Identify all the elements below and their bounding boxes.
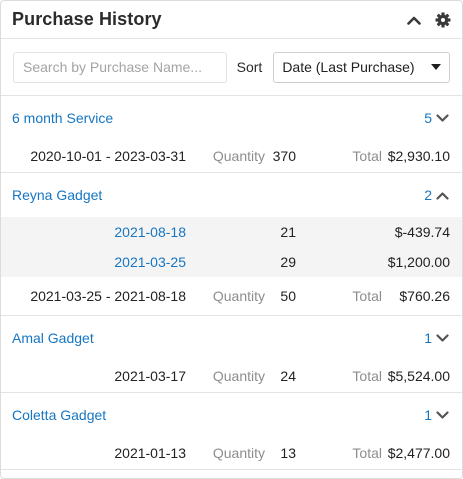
total-value: $2,930.10: [387, 148, 450, 164]
group-header[interactable]: Amal Gadget 1: [1, 316, 462, 360]
purchase-group: Coletta Gadget 1 2021-01-13 Quantity 13 …: [1, 393, 462, 470]
filter-bar: Sort Date (Last Purchase): [1, 39, 462, 96]
group-header[interactable]: Reyna Gadget 2: [1, 173, 462, 217]
chevron-down-icon: [436, 333, 449, 342]
quantity-label: Quantity: [212, 148, 265, 164]
detail-row: 2021-08-18 21 $-439.74: [1, 217, 462, 247]
group-count: 2: [424, 187, 432, 203]
detail-quantity: 29: [280, 254, 296, 270]
chevron-down-icon: [436, 113, 449, 122]
quantity-value: 24: [280, 368, 296, 384]
quantity-value: 13: [280, 445, 296, 461]
quantity-label: Quantity: [212, 368, 265, 384]
detail-date-link[interactable]: 2021-08-18: [114, 224, 186, 240]
group-name-link[interactable]: Amal Gadget: [12, 330, 94, 346]
detail-date-link[interactable]: 2021-03-25: [114, 254, 186, 270]
group-header[interactable]: Coletta Gadget 1: [1, 393, 462, 437]
date-range: 2021-03-17: [114, 368, 186, 384]
group-summary: 2021-01-13 Quantity 13 Total $2,477.00: [1, 437, 462, 469]
total-label: Total: [352, 368, 382, 384]
sort-select[interactable]: Date (Last Purchase): [273, 51, 450, 83]
purchase-details: 2021-08-18 21 $-439.74 2021-03-25 29 $1,…: [1, 217, 462, 277]
quantity-label: Quantity: [212, 445, 265, 461]
panel-title: Purchase History: [12, 9, 162, 29]
purchase-group: 6 month Service 5 2020-10-01 - 2023-03-3…: [1, 96, 462, 173]
group-count: 5: [424, 110, 432, 126]
group-name-link[interactable]: 6 month Service: [12, 110, 114, 126]
detail-row: 2021-03-25 29 $1,200.00: [1, 247, 462, 277]
detail-quantity: 21: [280, 224, 296, 240]
group-summary: 2021-03-25 - 2021-08-18 Quantity 50 Tota…: [1, 277, 462, 315]
date-range: 2020-10-01 - 2023-03-31: [30, 148, 186, 164]
group-toggle[interactable]: 5: [424, 110, 449, 126]
date-range: 2021-01-13: [114, 445, 186, 461]
group-header[interactable]: 6 month Service 5: [1, 96, 462, 140]
sort-label: Sort: [236, 59, 263, 75]
group-count: 1: [424, 330, 432, 346]
quantity-label: Quantity: [212, 288, 265, 304]
total-value: $5,524.00: [387, 368, 450, 384]
chevron-up-icon: [407, 16, 421, 25]
chevron-up-icon: [436, 191, 449, 200]
header-actions: [407, 12, 451, 28]
quantity-value: 50: [280, 288, 296, 304]
detail-total: $-439.74: [394, 224, 450, 240]
group-toggle[interactable]: 2: [424, 187, 449, 203]
total-label: Total: [352, 445, 382, 461]
gear-icon: [435, 12, 451, 27]
group-summary: 2020-10-01 - 2023-03-31 Quantity 370 Tot…: [1, 140, 462, 172]
group-toggle[interactable]: 1: [424, 330, 449, 346]
detail-total: $1,200.00: [387, 254, 450, 270]
group-summary: 2021-03-17 Quantity 24 Total $5,524.00: [1, 360, 462, 392]
chevron-down-icon: [436, 410, 449, 419]
sort-select-value: Date (Last Purchase): [282, 59, 415, 75]
panel-header: Purchase History: [1, 1, 462, 39]
total-value: $760.26: [399, 288, 450, 304]
group-name-link[interactable]: Reyna Gadget: [12, 187, 103, 203]
total-value: $2,477.00: [387, 445, 450, 461]
settings-button[interactable]: [435, 12, 451, 28]
total-label: Total: [352, 288, 382, 304]
total-label: Total: [352, 148, 382, 164]
collapse-button[interactable]: [407, 15, 421, 25]
group-count: 1: [424, 407, 432, 423]
caret-down-icon: [431, 64, 441, 70]
purchase-group: Reyna Gadget 2 2021-08-18 21 $-439.74 20…: [1, 173, 462, 316]
group-toggle[interactable]: 1: [424, 407, 449, 423]
quantity-value: 370: [272, 148, 296, 164]
date-range: 2021-03-25 - 2021-08-18: [30, 288, 186, 304]
search-input[interactable]: [13, 51, 227, 83]
group-name-link[interactable]: Coletta Gadget: [12, 407, 107, 423]
purchase-group: Amal Gadget 1 2021-03-17 Quantity 24 Tot…: [1, 316, 462, 393]
